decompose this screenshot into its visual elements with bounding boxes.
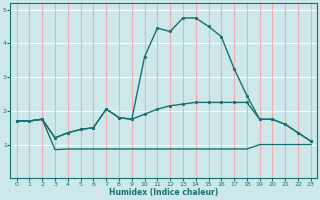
X-axis label: Humidex (Indice chaleur): Humidex (Indice chaleur) <box>109 188 218 197</box>
